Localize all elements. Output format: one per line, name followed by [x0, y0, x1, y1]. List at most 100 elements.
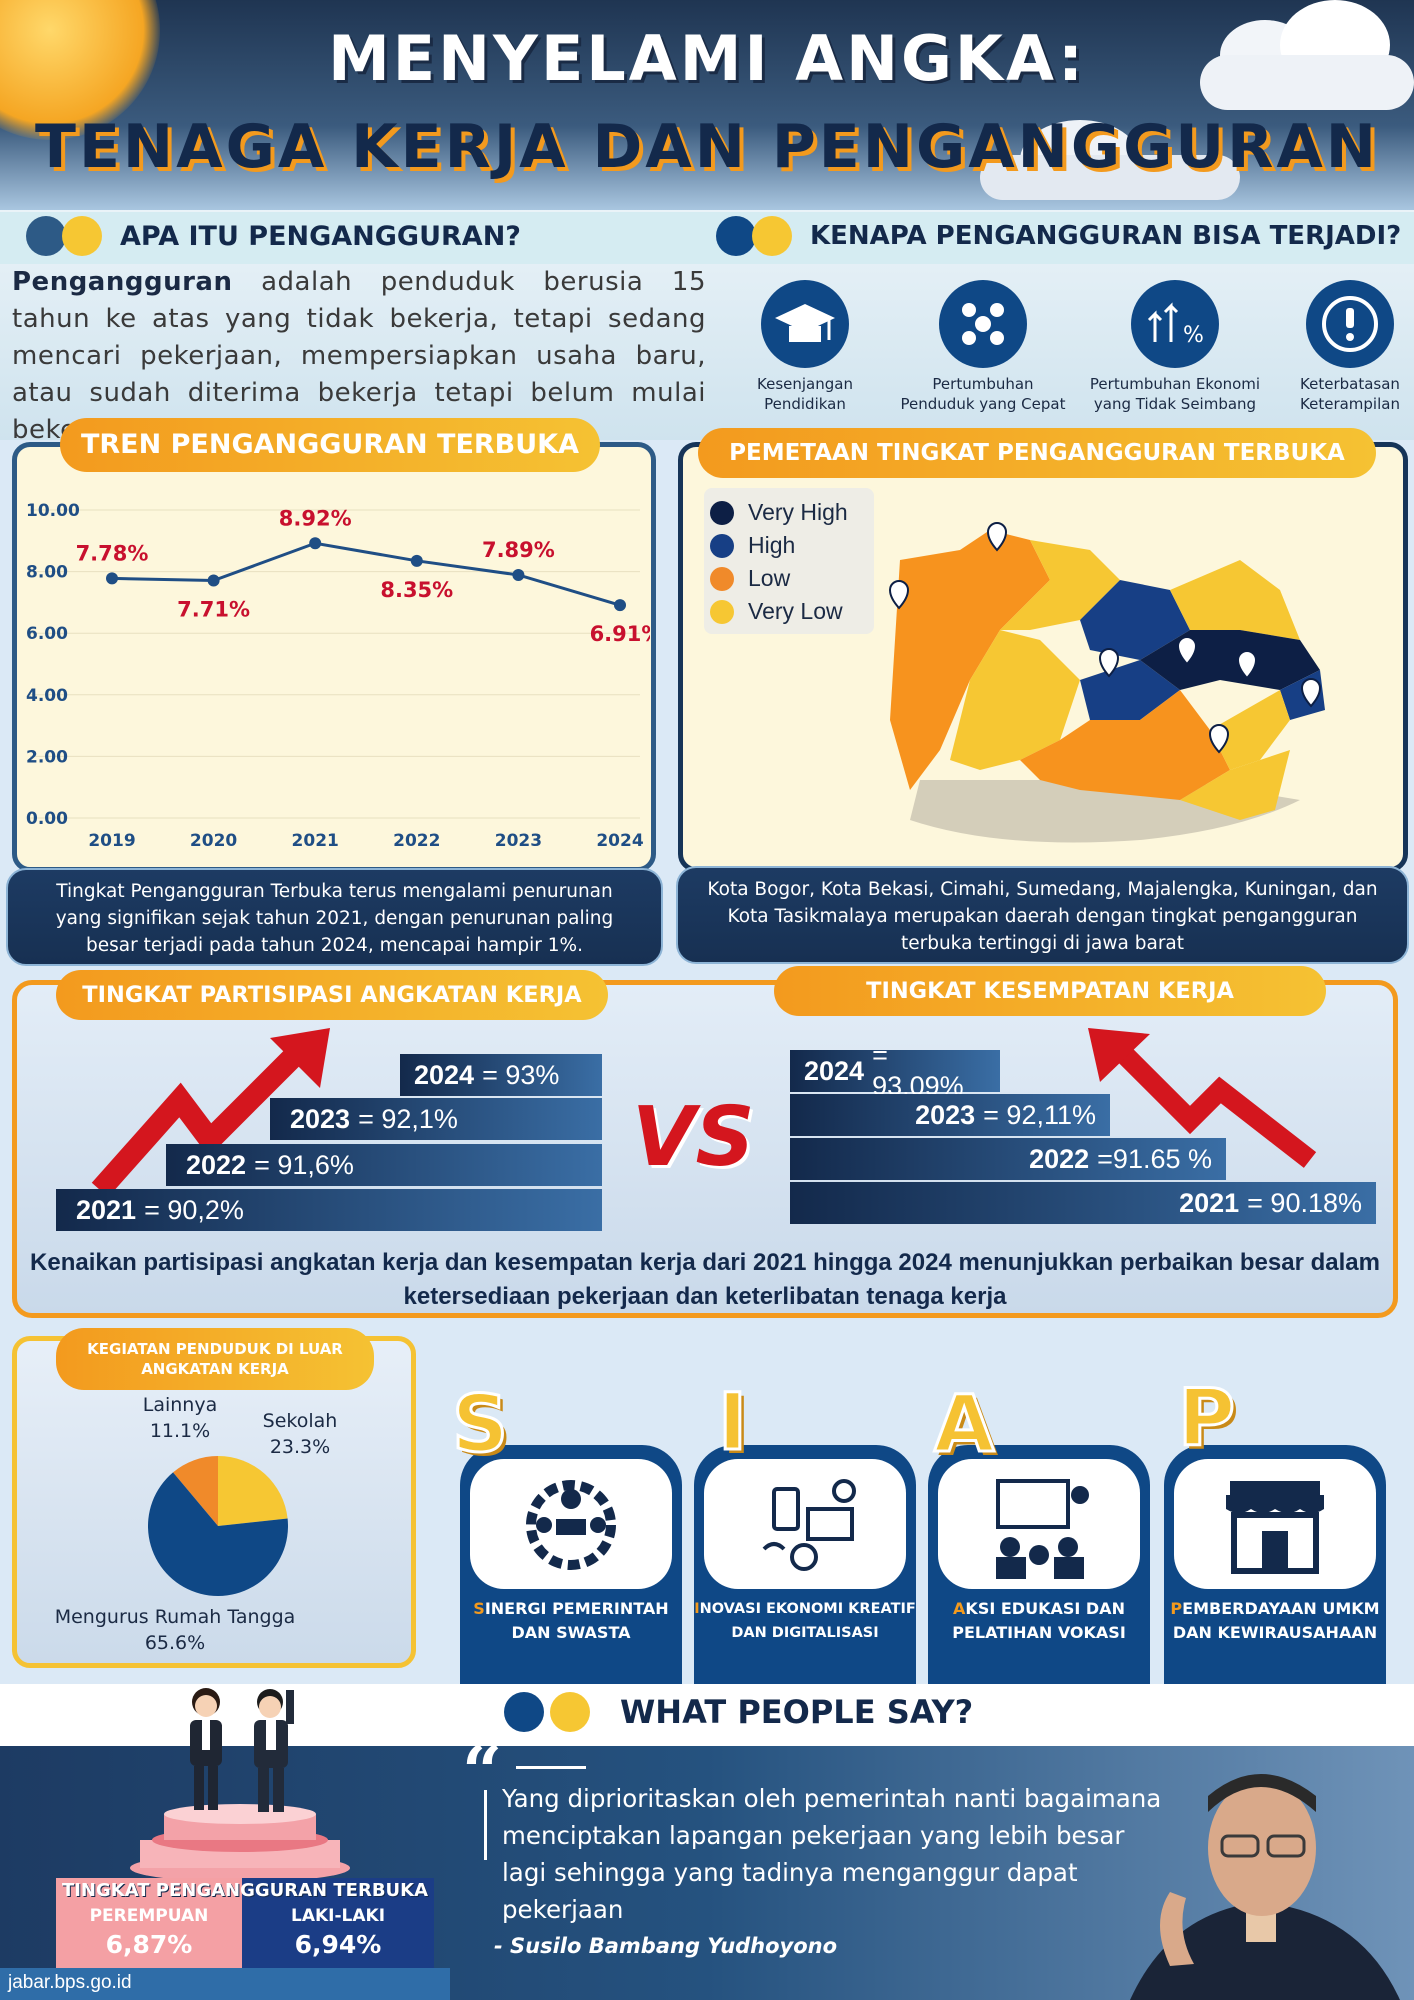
siap-label: SINERGI PEMERINTAH DAN SWASTA [473, 1599, 669, 1642]
tpak-heading: TINGKAT PARTISIPASI ANGKATAN KERJA [56, 970, 608, 1020]
training-class-icon [996, 1479, 1089, 1579]
cause-item: % Pertumbuhan Ekonomi yang Tidak Seimban… [1070, 280, 1280, 414]
data-label: 6.91% [590, 622, 650, 646]
female-value: 6,87% [105, 1930, 193, 1959]
data-label: 8.35% [380, 578, 453, 602]
tpak-row: 2022 = 91,6% [166, 1144, 602, 1186]
people-heading: WHAT PEOPLE SAY? [504, 1692, 973, 1732]
pie-slice [173, 1456, 218, 1526]
header-banner: MENYELAMI ANGKA: TENAGA KERJA DAN PENGAN… [0, 0, 1414, 210]
what-is-heading: APA ITU PENGANGGURAN? [26, 216, 521, 256]
siap-card-p: PEMBERDAYAAN UMKM DAN KEWIRAUSAHAAN [1164, 1445, 1386, 1685]
y-tick-label: 4.00 [26, 686, 68, 706]
graduation-cap-icon [761, 280, 849, 368]
trend-caption: Tingkat Pengangguran Terbuka terus menga… [6, 868, 663, 966]
tpak-row: 2021 = 90,2% [56, 1189, 602, 1231]
tpak-row: 2023 = 92,1% [270, 1098, 602, 1140]
siap-letter: P [1176, 1373, 1236, 1466]
male-unemployment-box [242, 1878, 434, 1968]
legend-swatch [710, 500, 734, 525]
siap-card-a: AKSI EDUKASI DAN PELATIHAN VOKASI [928, 1445, 1150, 1685]
tkk-heading: TINGKAT KESEMPATAN KERJA [774, 966, 1326, 1016]
cloud-icon [1200, 0, 1414, 120]
west-java-map [888, 522, 1325, 843]
legend-item: Very Low [710, 595, 868, 628]
data-label: 7.71% [177, 598, 250, 622]
male-value: 6,94% [294, 1930, 382, 1959]
quote-author: - Susilo Bambang Yudhoyono [494, 1934, 838, 1958]
outside-labor-pie-chart [148, 1456, 288, 1596]
yellow-dot-icon [550, 1692, 590, 1732]
data-point [309, 537, 322, 550]
siap-letter: A [932, 1379, 995, 1472]
source-link[interactable]: jabar.bps.go.id [8, 1972, 132, 1993]
trend-panel [12, 442, 656, 872]
growth-percent-icon: % [1131, 280, 1219, 368]
page-title-line2: TENAGA KERJA DAN PENGANGGURAN [35, 112, 1379, 182]
navy-dot-icon [504, 1692, 544, 1732]
data-label: 8.92% [279, 506, 352, 530]
pie-label-lainnya: Lainnya 11.1% [142, 1394, 218, 1442]
map-caption: Kota Bogor, Kota Bekasi, Cimahi, Sumedan… [676, 866, 1409, 964]
yellow-dot-icon [752, 216, 792, 256]
heading-strip [0, 212, 1414, 264]
storefront-icon [1226, 1481, 1324, 1574]
siap-label: INOVASI EKONOMI KREATIF DAN DIGITALISASI [694, 1601, 916, 1641]
people-heading-strip [0, 1684, 1414, 1746]
gender-title: TINGKAT PENGANGGURAN TERBUKA [61, 1880, 429, 1901]
legend-item: High [710, 529, 868, 562]
speaker-portrait [1130, 1774, 1400, 2000]
arrow-up-icon [91, 1028, 330, 1198]
data-label: 7.78% [76, 541, 149, 565]
gear-meeting-icon [526, 1480, 616, 1570]
siap-card-s: SINERGI PEMERINTAH DAN SWASTA [460, 1445, 682, 1685]
cause-item: Pertumbuhan Penduduk yang Cepat [898, 280, 1068, 414]
gender-podium-illustration [130, 1688, 350, 1880]
female-label: PEREMPUAN [89, 1906, 209, 1926]
source-footer [0, 1968, 450, 2000]
legend-item: Very High [710, 496, 868, 529]
siap-label: AKSI EDUKASI DAN PELATIHAN VOKASI [952, 1599, 1126, 1642]
navy-dot-icon [26, 216, 66, 256]
location-pin-icon [888, 522, 1322, 754]
pie-slice [218, 1456, 288, 1526]
outside-labor-heading: KEGIATAN PENDUDUK DI LUAR ANGKATAN KERJA [56, 1328, 374, 1390]
map-legend: Very High High Low Very Low [704, 488, 874, 634]
data-point [614, 599, 626, 612]
siap-card-i: INOVASI EKONOMI KREATIF DAN DIGITALISASI [694, 1445, 916, 1685]
legend-swatch [710, 566, 734, 591]
x-tick-label: 2022 [393, 831, 440, 851]
cloud-icon [980, 120, 1240, 200]
series-line [111, 541, 621, 607]
comparison-note: Kenaikan partisipasi angkatan kerja dan … [30, 1249, 1380, 1310]
legend-item: Low [710, 562, 868, 595]
siap-letter: I [716, 1377, 748, 1470]
tkk-row: 2022 =91.65 % [790, 1138, 1226, 1180]
trend-heading: TREN PENGANGGURAN TERBUKA [60, 418, 600, 472]
data-point [106, 572, 118, 585]
vs-label: VS [632, 1090, 755, 1185]
quote-bar [484, 1790, 487, 1860]
svg-text:%: % [1183, 323, 1204, 348]
brain-alert-icon [1306, 280, 1394, 368]
tkk-row: 2021 = 90.18% [790, 1182, 1376, 1224]
male-label: LAKI-LAKI [290, 1906, 386, 1926]
quote-mark-icon: “ [462, 1730, 503, 1813]
x-tick-label: 2019 [88, 831, 135, 851]
y-tick-label: 0.00 [26, 809, 68, 829]
tkk-row: 2024 = 93.09% [790, 1040, 1000, 1101]
siap-label: PEMBERDAYAAN UMKM DAN KEWIRAUSAHAAN [1170, 1599, 1380, 1642]
quote-text: Yang diprioritaskan oleh pemerintah nant… [502, 1784, 1162, 1924]
y-tick-label: 6.00 [26, 624, 68, 644]
population-icon [939, 280, 1027, 368]
pie-label-rumah-tangga: Mengurus Rumah Tangga 65.6% [54, 1606, 296, 1654]
navy-dot-icon [716, 216, 756, 256]
y-tick-label: 10.00 [26, 501, 80, 521]
cause-item: Kesenjangan Pendidikan [740, 280, 870, 414]
data-point [410, 554, 423, 567]
x-tick-label: 2020 [190, 831, 237, 851]
yellow-dot-icon [62, 216, 102, 256]
why-heading: KENAPA PENGANGGURAN BISA TERJADI? [716, 216, 1401, 256]
man-figure-icon [254, 1689, 294, 1812]
data-label: 7.89% [482, 538, 555, 562]
